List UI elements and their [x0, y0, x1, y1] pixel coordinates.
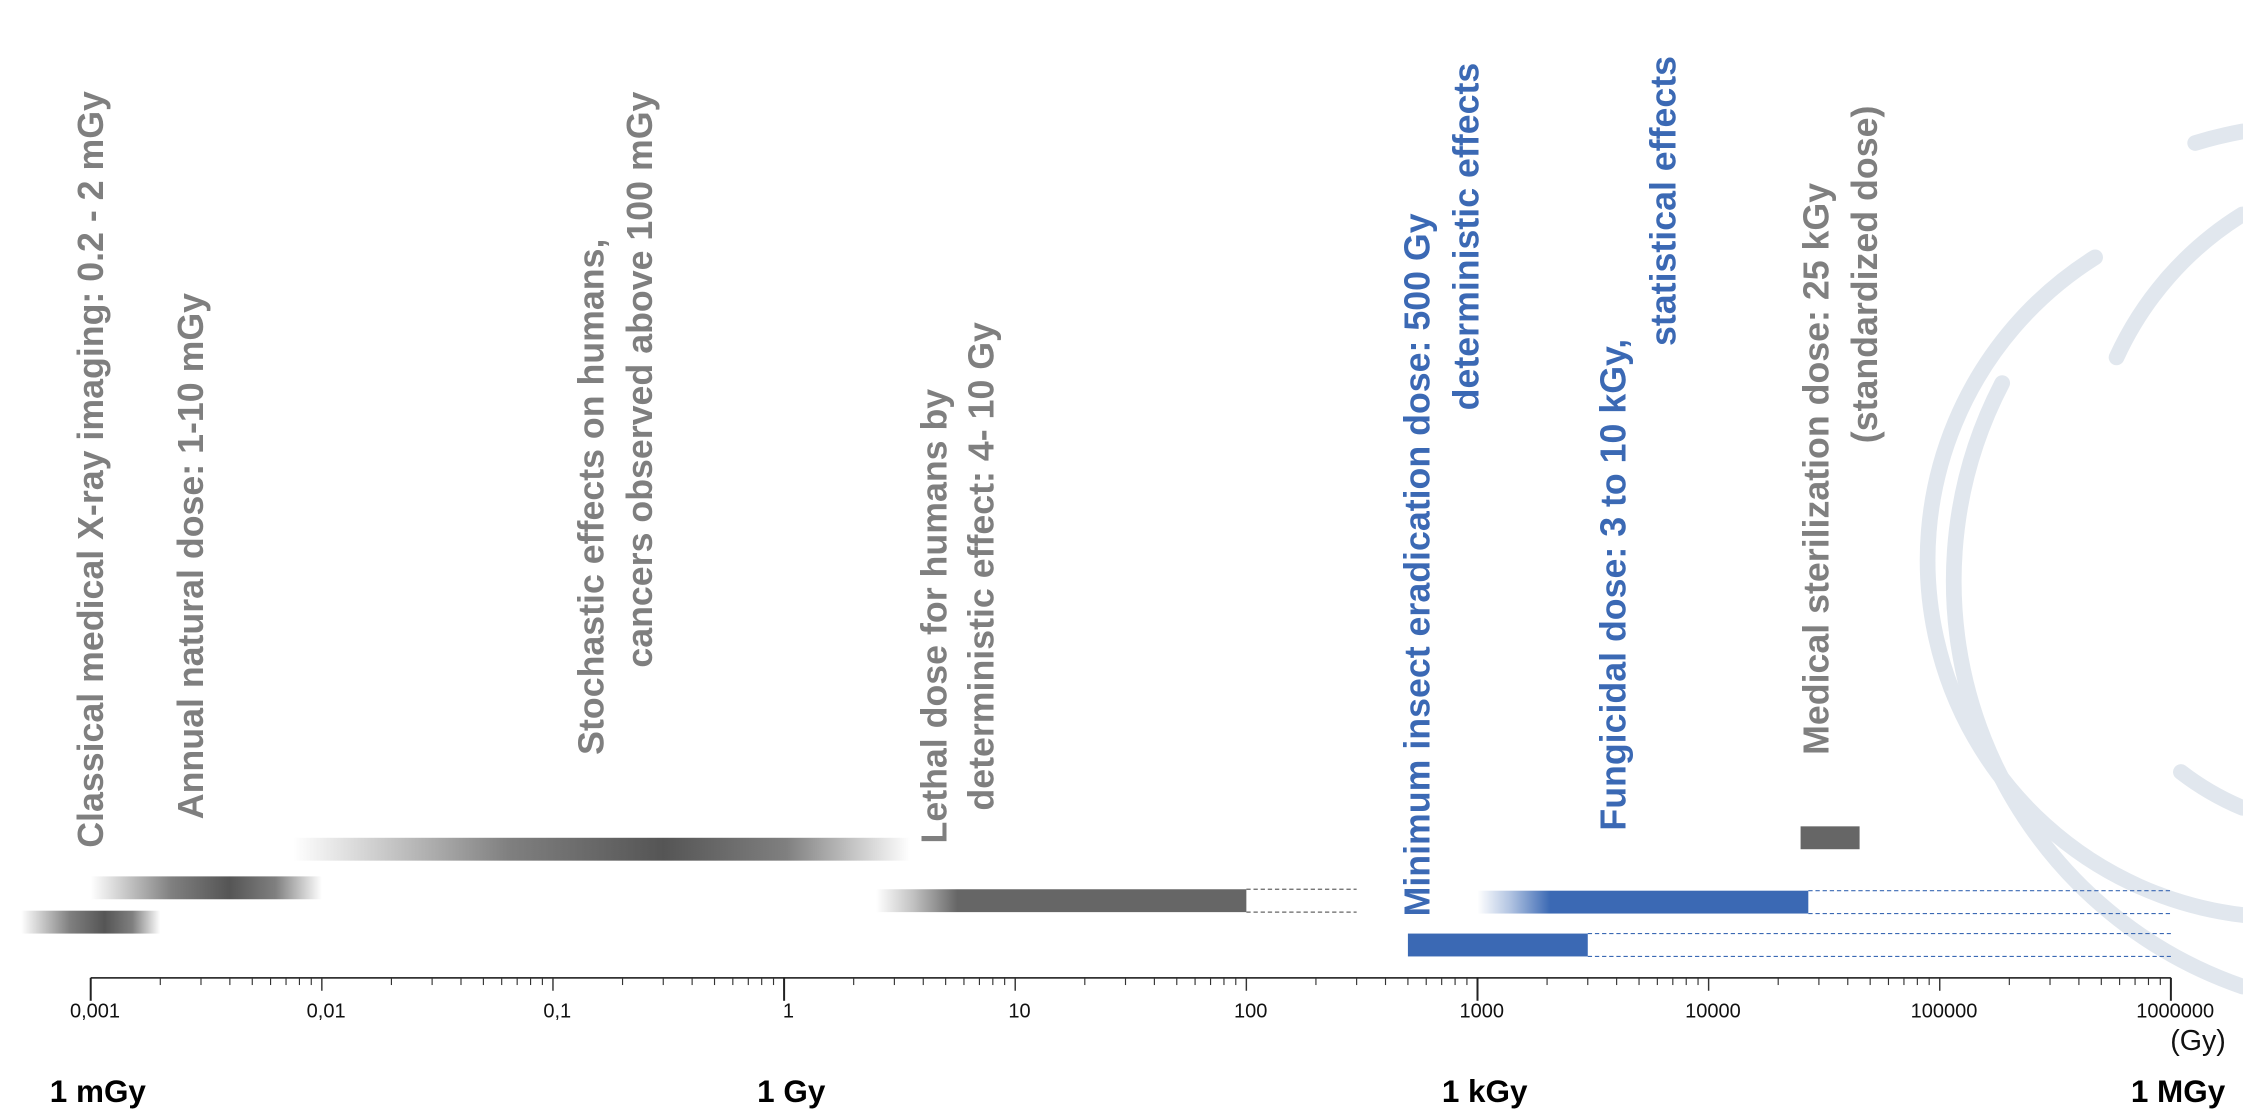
- range-label: Classical medical X-ray imaging: 0.2 - 2…: [71, 91, 111, 848]
- range-label: Stochastic effects on humans,: [571, 239, 611, 755]
- range-label: Minimum insect eradication dose: 500 Gy: [1398, 213, 1438, 916]
- unit-tick-label: 1 mGy: [50, 1074, 147, 1109]
- decorative-arcs: [1928, 132, 2243, 987]
- range-label: deterministic effects: [1446, 63, 1486, 411]
- x-tick-label: 0,1: [543, 1000, 571, 1022]
- range-bar: [293, 838, 910, 861]
- range-label: statistical effects: [1644, 56, 1684, 346]
- range-bar: [1408, 934, 1588, 957]
- arc: [2117, 214, 2243, 357]
- x-tick-label: 0,01: [307, 1000, 346, 1022]
- x-tick-label: 10: [1008, 1000, 1030, 1022]
- range-bar: [91, 876, 322, 899]
- unit-tick-label: 1 Gy: [757, 1074, 826, 1109]
- x-tick-label: 1: [783, 1000, 794, 1022]
- range-label: Annual natural dose: 1-10 mGy: [171, 293, 211, 819]
- arc: [1954, 383, 2243, 986]
- x-tick-label: 0,001: [70, 1000, 120, 1022]
- range-label: Lethal dose for humans by: [915, 389, 955, 844]
- axis-unit: (Gy): [2170, 1025, 2226, 1057]
- x-tick-label: 10000: [1685, 1000, 1741, 1022]
- x-tick-label: 100000: [1911, 1000, 1978, 1022]
- page: {"chart_data": { "type": "range", "x_sca…: [0, 0, 2243, 1118]
- range-label: cancers observed above 100 mGy: [620, 91, 660, 667]
- range-label: deterministic effect: 4- 10 Gy: [962, 322, 1002, 811]
- arc: [1928, 257, 2243, 915]
- range-label: Medical sterilization dose: 25 kGy: [1797, 183, 1837, 755]
- x-tick-label: 100: [1234, 1000, 1267, 1022]
- x-tick-label: 1000: [1460, 1000, 1505, 1022]
- chart: (Gy) 0,001 0,01 0,1 1 10 100 1000 10000 100000 10…: [0, 0, 2243, 1118]
- unit-tick-label: 1 kGy: [1442, 1074, 1528, 1109]
- arc: [2195, 132, 2242, 143]
- range-bar: [876, 889, 1246, 912]
- x-tick-label: 1000000: [2136, 1000, 2214, 1022]
- range-label: Fungicidal dose: 3 to 10 kGy,: [1594, 339, 1634, 831]
- unit-tick-label: 1 MGy: [2131, 1074, 2226, 1109]
- range-bar: [21, 911, 160, 934]
- arc: [2181, 772, 2242, 808]
- range-bar: [1801, 826, 1860, 849]
- range-bar: [1477, 891, 1808, 914]
- range-label: (standardized dose): [1845, 106, 1885, 444]
